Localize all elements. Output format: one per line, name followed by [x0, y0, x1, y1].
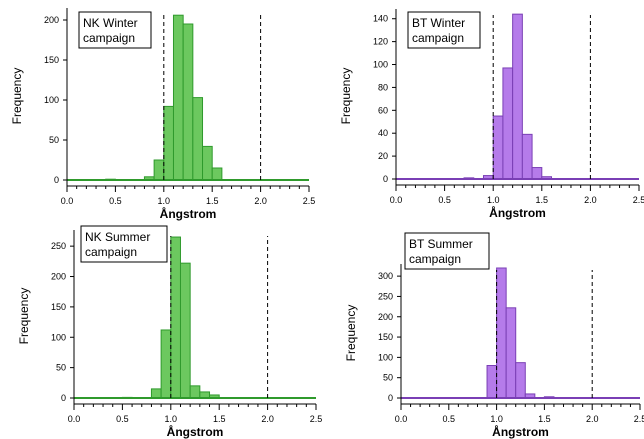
x-tick-label: 0.0: [395, 414, 408, 424]
y-tick-label: 100: [44, 95, 59, 105]
histogram-bar: [192, 97, 204, 181]
x-tick-label: 2.5: [310, 414, 323, 424]
histogram-panel-3: 0 50 100 150 200 250 0.0 0.5 1.0 1.5 2.0 2.5 Ångstro…: [17, 225, 323, 439]
histogram-bar: [496, 267, 507, 399]
histogram-bar: [505, 307, 517, 399]
y-tick-label: 50: [56, 363, 66, 373]
y-tick-label: 0: [383, 174, 388, 184]
y-axis-label: Frequency: [344, 305, 358, 362]
x-tick-label: 1.0: [490, 414, 503, 424]
y-tick-label: 150: [44, 55, 59, 65]
histogram-bar: [170, 236, 181, 399]
histogram-panel-2: 0 20 40 60 80 100 120 140 0.0 0.5 1.0 1.5 2.0 2.5 Ångs…: [339, 9, 644, 220]
histogram-bar: [512, 13, 523, 180]
histogram-bar: [182, 23, 194, 181]
x-tick-label: 0.5: [443, 414, 456, 424]
y-tick-label: 0: [61, 393, 66, 403]
x-tick-label: 2.0: [254, 196, 267, 206]
y-tick-label: 150: [51, 302, 66, 312]
y-tick-label: 50: [49, 135, 59, 145]
x-tick-label: 0.5: [438, 195, 451, 205]
x-tick-label: 0.0: [390, 195, 403, 205]
y-tick-label: 200: [44, 15, 59, 25]
x-tick-label: 2.0: [261, 414, 274, 424]
x-axis-label: Ångstrom: [167, 424, 224, 439]
histogram-bar: [153, 159, 165, 181]
x-tick-label: 2.0: [584, 195, 597, 205]
y-tick-label: 60: [378, 105, 388, 115]
y-tick-label: 0: [54, 175, 59, 185]
y-tick-label: 100: [51, 332, 66, 342]
histogram-bar: [163, 105, 174, 181]
campaign-title: NK Winter campaign: [83, 16, 138, 45]
y-tick-label: 150: [378, 332, 393, 342]
x-tick-label: 0.5: [109, 196, 122, 206]
histogram-bar: [172, 14, 184, 181]
x-tick-label: 1.5: [538, 414, 551, 424]
x-tick-label: 2.0: [586, 414, 599, 424]
histogram-bar: [160, 329, 172, 399]
x-tick-label: 1.0: [158, 196, 171, 206]
y-axis-label: Frequency: [17, 288, 31, 345]
x-tick-label: 0.5: [116, 414, 129, 424]
x-tick-label: 1.0: [165, 414, 178, 424]
histogram-panel-1: 0 50 100 150 200 0.0 0.5 1.0 1.5 2.0 2.5 Ångstrom Fr…: [10, 8, 315, 221]
y-tick-label: 250: [51, 241, 66, 251]
y-tick-label: 140: [373, 14, 388, 24]
y-tick-label: 40: [378, 128, 388, 138]
histogram-bar: [492, 115, 504, 180]
histogram-bar: [531, 167, 543, 180]
histogram-bar: [515, 362, 526, 399]
x-axis-label: Ångstrom: [492, 424, 549, 439]
y-tick-label: 80: [378, 82, 388, 92]
x-tick-label: 1.0: [487, 195, 500, 205]
y-axis-label: Frequency: [339, 68, 353, 125]
y-tick-label: 200: [378, 312, 393, 322]
histogram-bar: [211, 167, 223, 181]
x-axis-label: Ångstrom: [489, 205, 546, 220]
histogram-panel-4: 0 50 100 150 200 250 300 0.0 0.5 1.0 1.5 2.0 2.5 Ångs…: [344, 232, 644, 439]
histogram-bar: [202, 145, 213, 181]
histogram-bar: [189, 385, 201, 399]
x-tick-label: 0.0: [61, 196, 74, 206]
x-tick-label: 0.0: [68, 414, 81, 424]
histogram-bar: [179, 262, 191, 399]
campaign-title: BT Winter campaign: [412, 16, 465, 45]
histogram-bar: [521, 133, 533, 180]
y-tick-label: 300: [378, 271, 393, 281]
histogram-bar: [486, 365, 498, 399]
x-tick-label: 2.5: [303, 196, 316, 206]
campaign-title: BT Summer campaign: [409, 237, 473, 266]
campaign-title-box: [407, 11, 481, 49]
campaign-title-box: [78, 11, 152, 49]
histogram-bar: [502, 67, 514, 180]
y-tick-label: 20: [378, 151, 388, 161]
y-tick-label: 120: [373, 37, 388, 47]
x-tick-label: 2.5: [634, 414, 644, 424]
y-tick-label: 0: [388, 393, 393, 403]
x-tick-label: 1.5: [536, 195, 549, 205]
y-axis-label: Frequency: [10, 68, 24, 125]
campaign-title-box: [80, 225, 168, 263]
y-tick-label: 100: [373, 60, 388, 70]
y-tick-label: 100: [378, 352, 393, 362]
x-tick-label: 2.5: [633, 195, 644, 205]
y-tick-label: 250: [378, 291, 393, 301]
x-tick-label: 1.5: [213, 414, 226, 424]
histogram-bar: [150, 388, 162, 399]
campaign-title: NK Summer campaign: [85, 230, 150, 259]
y-tick-label: 50: [383, 373, 393, 383]
x-axis-label: Ångstrom: [160, 206, 217, 221]
y-tick-label: 200: [51, 272, 66, 282]
x-tick-label: 1.5: [206, 196, 219, 206]
campaign-title-box: [404, 232, 490, 270]
